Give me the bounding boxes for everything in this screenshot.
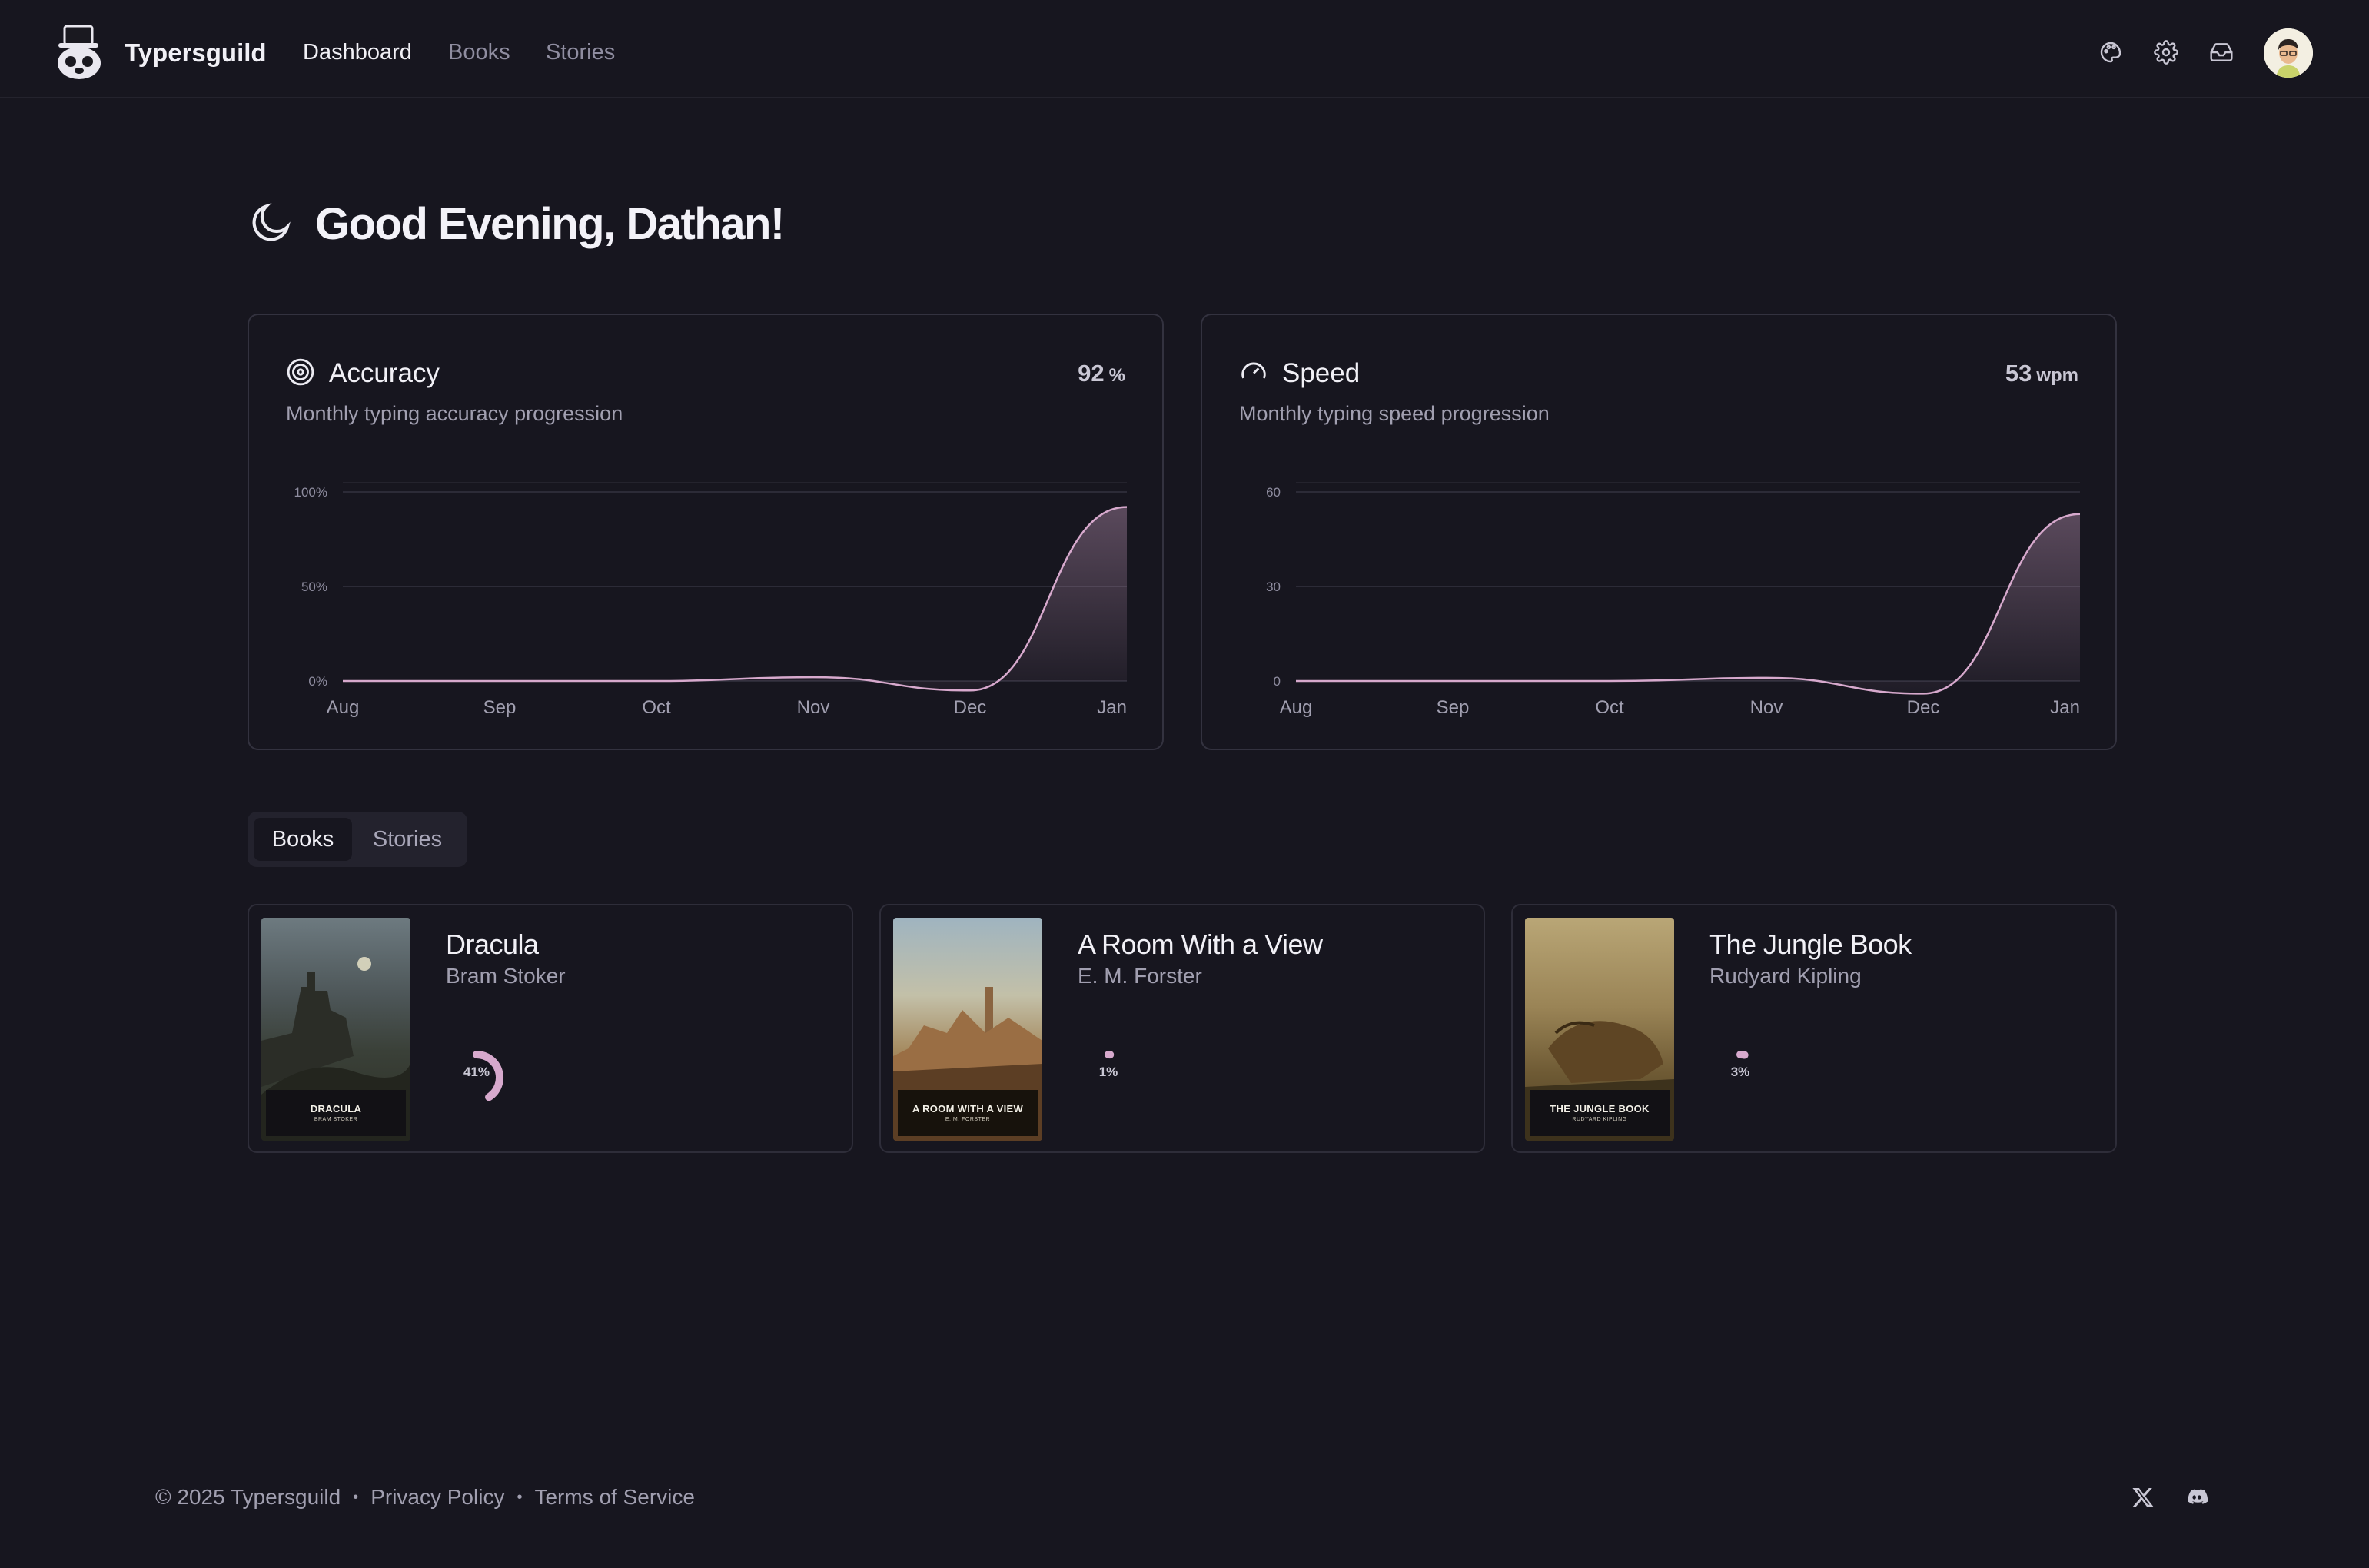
y-tick-label: 100% [294, 485, 327, 500]
greeting-heading: Good Evening, Dathan! [315, 199, 785, 249]
book-cover: THE JUNGLE BOOK RUDYARD KIPLING [1525, 918, 1674, 1141]
progress-label: 1% [1098, 1065, 1118, 1079]
book-author: E. M. Forster [1078, 964, 1202, 988]
nav-stories[interactable]: Stories [546, 40, 616, 65]
inbox-icon[interactable] [2209, 40, 2234, 65]
x-tick-label: Sep [483, 697, 517, 718]
cover-title: THE JUNGLE BOOK [1550, 1103, 1650, 1115]
terms-of-service-link[interactable]: Terms of Service [534, 1485, 695, 1509]
speed-card: Speed 53 wpm Monthly typing speed progres… [1201, 314, 2117, 750]
y-tick-label: 30 [1266, 580, 1281, 594]
book-author: Bram Stoker [446, 964, 566, 988]
x-tick-label: Oct [1595, 697, 1624, 718]
nav-dashboard[interactable]: Dashboard [303, 40, 412, 65]
progress-label: 3% [1730, 1065, 1750, 1079]
book-cover: DRACULA BRAM STOKER [261, 918, 410, 1141]
book-author: Rudyard Kipling [1709, 964, 1862, 988]
separator-dot: • [353, 1488, 359, 1506]
target-icon [287, 358, 314, 386]
progress-ring [1736, 1051, 1749, 1059]
tab-books[interactable]: Books [254, 818, 352, 861]
footer: © 2025 Typersguild • Privacy Policy • Te… [155, 1485, 695, 1510]
speed-subtitle: Monthly typing speed progression [1239, 402, 1550, 425]
cover-author: BRAM STOKER [314, 1117, 358, 1122]
x-tick-label: Dec [954, 697, 987, 718]
tab-stories[interactable]: Stories [372, 827, 443, 852]
book-title: The Jungle Book [1709, 929, 1912, 960]
accuracy-value: 92% [1078, 360, 1125, 387]
book-card-dracula[interactable]: DRACULA BRAM STOKER Dracula Bram Stoker … [248, 904, 853, 1153]
gear-icon[interactable] [2154, 40, 2178, 65]
speed-title: Speed [1282, 358, 1361, 388]
x-tick-label: Jan [1097, 697, 1127, 718]
user-avatar[interactable] [2264, 28, 2313, 78]
cover-author: RUDYARD KIPLING [1572, 1117, 1627, 1122]
speed-value: 53 wpm [2005, 360, 2078, 387]
x-icon[interactable] [2131, 1485, 2155, 1510]
book-cover: A ROOM WITH A VIEW E. M. FORSTER [893, 918, 1042, 1141]
x-tick-label: Dec [1907, 697, 1940, 718]
progress-ring [473, 1051, 503, 1101]
accuracy-chart: 100% 50% 0%Aug Sep Oct Nov Dec Jan [294, 482, 1128, 718]
series-line [343, 506, 1128, 692]
discord-icon[interactable] [2185, 1485, 2209, 1510]
brand-name[interactable]: Typersguild [125, 38, 267, 67]
privacy-policy-link[interactable]: Privacy Policy [370, 1485, 505, 1509]
progress-ring [1105, 1051, 1115, 1059]
top-navbar: Typersguild Dashboard Books Stories [0, 0, 2369, 98]
x-tick-label: Jan [2050, 697, 2080, 718]
cover-title: DRACULA [310, 1103, 362, 1115]
copyright-text: © 2025 Typersguild [155, 1485, 341, 1509]
progress-arc [473, 1051, 503, 1101]
accuracy-title: Accuracy [329, 358, 440, 388]
book-card-the-jungle-book[interactable]: THE JUNGLE BOOK RUDYARD KIPLING The Jung… [1511, 904, 2117, 1153]
y-tick-label: 60 [1266, 485, 1281, 500]
book-title: Dracula [446, 929, 539, 960]
x-tick-label: Nov [797, 697, 830, 718]
palette-icon[interactable] [2098, 40, 2123, 65]
nav-books[interactable]: Books [448, 40, 510, 65]
cover-title: A ROOM WITH A VIEW [912, 1103, 1024, 1115]
book-title: A Room With a View [1078, 929, 1323, 960]
speedometer-icon [1241, 362, 1266, 379]
y-tick-label: 0% [308, 674, 327, 689]
speed-chart: 60 30 0 Aug Sep Oct Nov Dec Jan [1266, 482, 2081, 718]
separator-dot: • [517, 1488, 523, 1506]
x-tick-label: Nov [1750, 697, 1783, 718]
series-line [1296, 513, 2081, 695]
series-area [1296, 513, 2080, 694]
typersguild-logo-icon[interactable] [54, 25, 108, 81]
progress-label: 41% [463, 1065, 490, 1079]
moon-icon [252, 203, 291, 241]
accuracy-subtitle: Monthly typing accuracy progression [286, 402, 623, 425]
content-tabs: Books Stories [248, 812, 467, 867]
series-area [343, 507, 1127, 691]
book-card-a-room-with-a-view[interactable]: A ROOM WITH A VIEW E. M. FORSTER A Room … [879, 904, 1485, 1153]
accuracy-card: Accuracy 92% Monthly typing accuracy pro… [248, 314, 1164, 750]
x-tick-label: Sep [1437, 697, 1470, 718]
cover-author: E. M. FORSTER [945, 1117, 991, 1122]
x-tick-label: Aug [1280, 697, 1313, 718]
y-tick-label: 0 [1274, 674, 1281, 689]
x-tick-label: Oct [642, 697, 671, 718]
x-tick-label: Aug [327, 697, 360, 718]
y-tick-label: 50% [301, 580, 327, 594]
